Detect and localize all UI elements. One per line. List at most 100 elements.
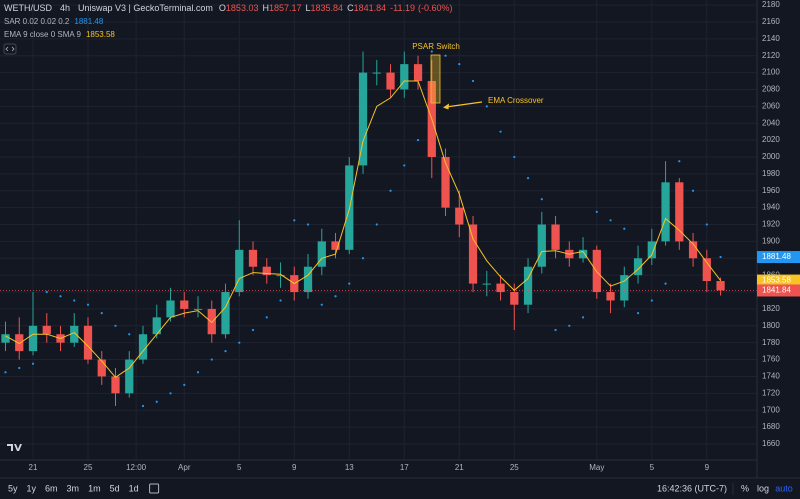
candle-body <box>620 275 629 301</box>
y-tick-label: 2160 <box>762 17 780 26</box>
sar-dot <box>568 324 571 327</box>
x-tick-label: 25 <box>84 463 93 472</box>
range-button[interactable]: 3m <box>67 483 80 493</box>
sar-dot <box>100 312 103 315</box>
sar-dot <box>155 400 158 403</box>
y-tick-label: 1700 <box>762 405 780 414</box>
range-button[interactable]: 5y <box>8 483 18 493</box>
sar-dot <box>293 219 296 222</box>
logo[interactable] <box>6 440 22 454</box>
x-tick-label: 21 <box>29 463 38 472</box>
annotation: PSAR Switch <box>412 42 460 51</box>
ohlc-key: C <box>347 3 354 13</box>
sar-dot <box>526 176 530 180</box>
candle-body <box>716 281 725 291</box>
scale-option[interactable]: log <box>757 483 769 493</box>
change-pct: (-0.60%) <box>418 3 453 13</box>
candle-body <box>70 325 79 343</box>
scale-option[interactable]: auto <box>775 483 793 493</box>
sar-dot <box>196 371 200 374</box>
ohlc-value: 1853.03 <box>226 3 259 13</box>
candle-body <box>606 292 615 301</box>
collapse-legend-button[interactable] <box>3 43 17 55</box>
annotation-arrow <box>445 101 483 108</box>
y-tick-label: 1900 <box>762 237 780 246</box>
sar-dot <box>251 328 255 332</box>
price-axis-panel <box>757 0 800 478</box>
y-tick-label: 2180 <box>762 0 780 9</box>
header-legend: WETH/USD 4h Uniswap V3 | GeckoTerminal.com… <box>4 3 453 13</box>
change: -11.19 <box>390 3 415 13</box>
candle-body <box>262 266 271 276</box>
ohlc-value: 1835.84 <box>311 3 344 13</box>
range-button[interactable]: 1d <box>129 483 139 493</box>
price-badge <box>757 284 800 297</box>
sar-dot <box>554 328 557 332</box>
sar-dot <box>361 257 365 260</box>
y-tick-label: 1740 <box>762 372 780 381</box>
sar-dot <box>169 392 172 395</box>
x-tick-label: 17 <box>400 463 409 472</box>
x-tick-label: 13 <box>345 463 354 472</box>
candle-body <box>303 266 313 293</box>
range-button[interactable]: 5d <box>110 483 120 493</box>
candle-body <box>15 334 24 352</box>
range-button[interactable]: 6m <box>45 483 58 493</box>
candle-body <box>551 224 560 250</box>
range-button[interactable]: 1m <box>88 483 101 493</box>
y-tick-label: 1760 <box>762 355 780 364</box>
sar-dot <box>73 299 76 302</box>
candle-body <box>578 249 588 259</box>
sar-dot <box>691 189 695 192</box>
sar-dot <box>705 223 708 226</box>
candle-body <box>661 182 670 242</box>
sar-dot <box>224 350 227 353</box>
candle-body <box>537 224 546 267</box>
sar-dot <box>513 155 516 159</box>
price-badge <box>757 251 800 264</box>
y-tick-label: 2140 <box>762 34 780 43</box>
indicator-legend: EMA 9 close 0 SMA 9 1853.58 <box>4 30 115 39</box>
candle-body <box>248 249 258 267</box>
indicator-name: SAR 0.02 0.02 0.2 <box>4 17 70 26</box>
candle-body <box>468 224 478 284</box>
y-tick-label: 1920 <box>762 220 780 229</box>
sar-dot <box>389 189 392 192</box>
candle-body <box>496 283 505 293</box>
candle-body <box>688 241 698 259</box>
date-range-button[interactable] <box>149 483 160 494</box>
ohlc-value: 1857.17 <box>269 3 302 13</box>
y-tick-label: 2080 <box>762 85 780 94</box>
source: Uniswap V3 | GeckoTerminal.com <box>78 3 213 13</box>
y-tick-label: 1800 <box>762 321 780 330</box>
candle-body <box>633 258 643 276</box>
candle-body <box>1 334 10 343</box>
candle-body <box>97 359 106 377</box>
candle-body <box>413 64 423 82</box>
y-tick-label: 1660 <box>762 439 780 448</box>
sar-dot <box>485 105 488 108</box>
candle-body <box>166 300 175 318</box>
sar-dot <box>664 282 667 285</box>
candle-body <box>111 376 120 394</box>
sar-dot <box>334 295 337 298</box>
range-button[interactable]: 1y <box>27 483 37 493</box>
sar-dot <box>348 282 351 285</box>
candle-body <box>193 308 203 310</box>
x-tick-label: 9 <box>705 463 710 472</box>
ohlc-key: H <box>262 3 269 13</box>
x-tick-label: 5 <box>237 463 242 472</box>
y-tick-label: 2020 <box>762 135 780 144</box>
sar-dot <box>430 50 433 53</box>
candle-body <box>235 249 244 293</box>
sar-dot <box>114 324 117 327</box>
sar-dot <box>183 383 186 386</box>
candle-body <box>400 64 409 90</box>
sar-dot <box>650 299 653 302</box>
scale-option[interactable]: % <box>741 483 749 493</box>
candle-body <box>372 72 381 74</box>
x-tick-label: May <box>589 463 604 472</box>
sar-dot <box>306 223 310 226</box>
